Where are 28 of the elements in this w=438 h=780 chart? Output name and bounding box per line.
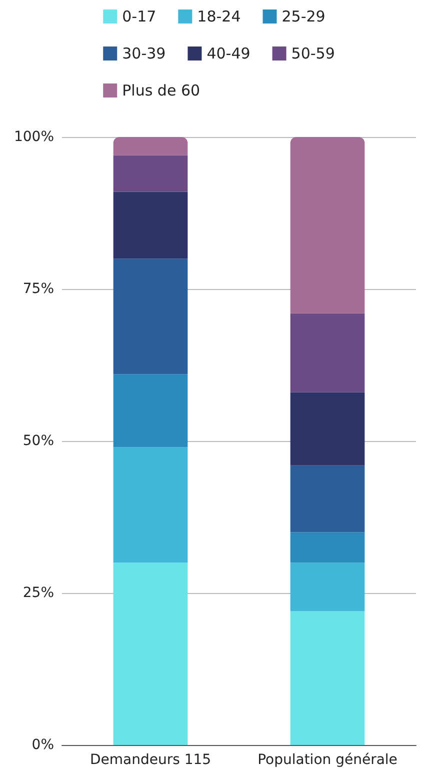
bar: [113, 155, 188, 192]
legend-label: 0-17: [122, 8, 156, 26]
y-tick-label: 75%: [22, 281, 54, 297]
legend-label: 25-29: [282, 8, 326, 26]
y-tick-label: 100%: [14, 129, 54, 145]
bar: [113, 137, 188, 156]
legend-label: 18-24: [197, 8, 241, 26]
bar: [113, 258, 188, 374]
bar: [113, 447, 188, 563]
bar: [113, 192, 188, 259]
bar: [290, 392, 365, 466]
bar: [290, 313, 365, 392]
bar: [113, 374, 188, 448]
x-tick-label: Demandeurs 115: [90, 752, 212, 768]
bar: [113, 562, 188, 745]
bar: [290, 532, 365, 563]
bar: [290, 465, 365, 532]
legend-label: 50-59: [291, 44, 335, 62]
y-tick-label: 0%: [32, 737, 54, 753]
bar: [290, 137, 365, 314]
x-tick-label: Population générale: [258, 752, 398, 768]
legend-label: 30-39: [122, 44, 166, 62]
legend-label: 40-49: [206, 44, 250, 62]
bar: [290, 562, 365, 612]
legend-label: Plus de 60: [122, 82, 200, 100]
y-tick-label: 25%: [22, 585, 54, 601]
bar: [290, 611, 365, 745]
y-tick-label: 50%: [22, 433, 54, 449]
